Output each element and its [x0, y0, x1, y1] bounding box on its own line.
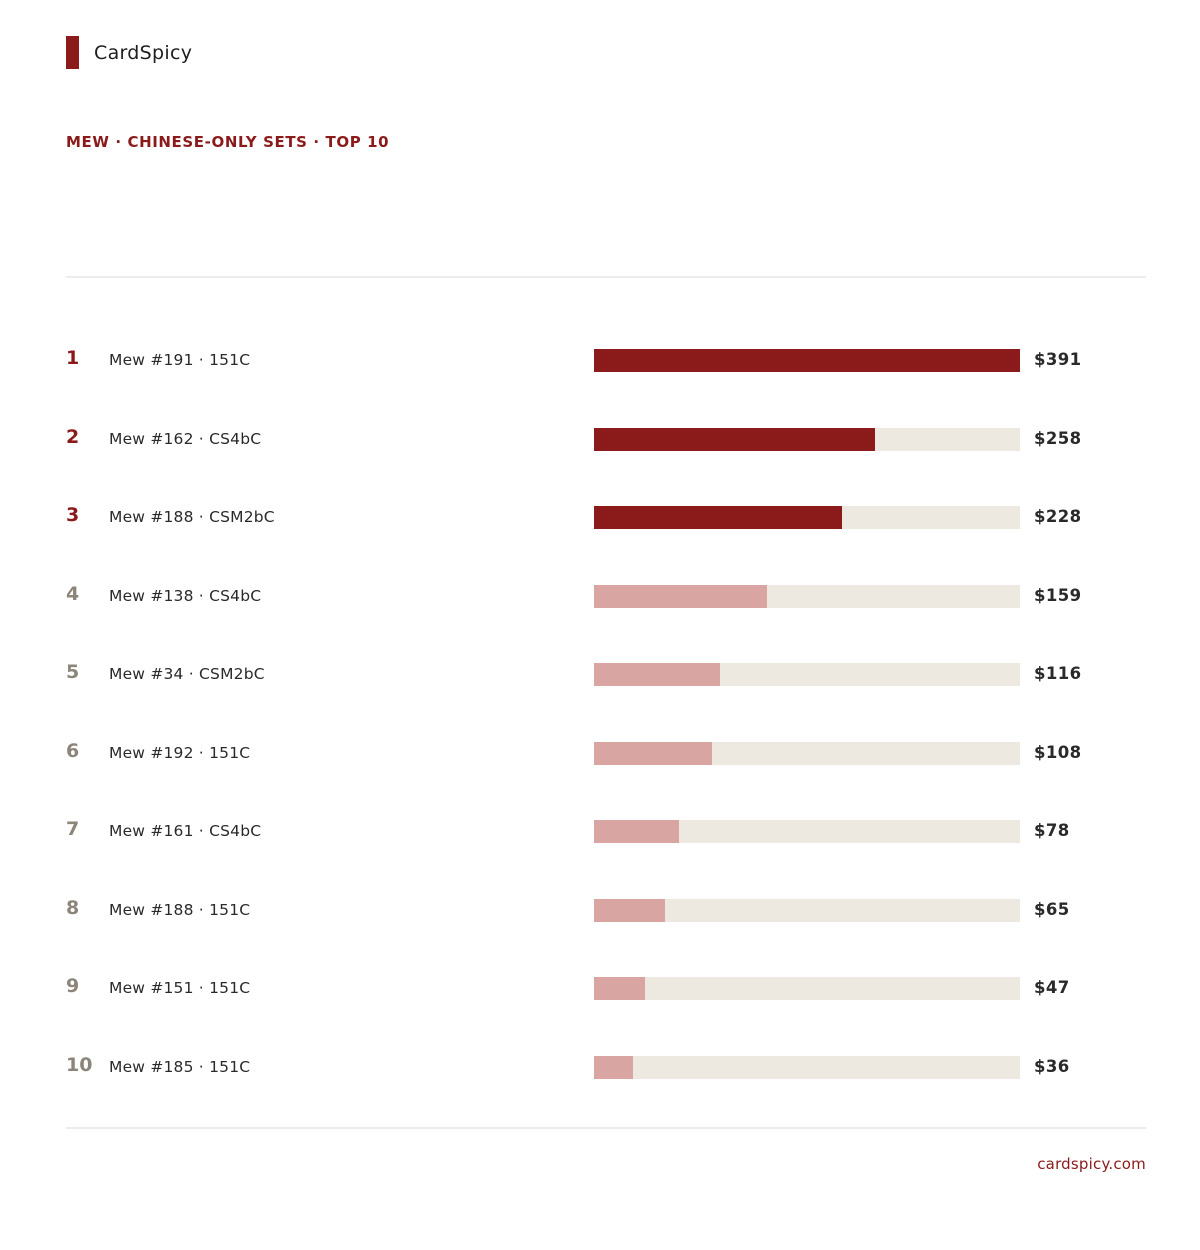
bar-track: [594, 1055, 1020, 1079]
bar-row: 3 Mew #188 · CSM2bC $228: [66, 478, 1146, 556]
category-label: Mew #151 · 151C: [109, 979, 251, 997]
value-label: $108: [1034, 742, 1082, 762]
bar: [594, 663, 720, 686]
bar-track: [594, 427, 1020, 451]
rank-label: 9: [66, 975, 80, 997]
brand-logo: CardSpicy: [66, 36, 192, 69]
bar-row: 1 Mew #191 · 151C $391: [66, 321, 1146, 399]
bar: [594, 349, 1020, 372]
bar-track: [594, 506, 1020, 529]
bar: [594, 741, 712, 765]
bar-track: [594, 898, 1020, 922]
value-label: $78: [1034, 821, 1070, 840]
category-label: Mew #191 · 151C: [109, 351, 251, 369]
bar-row: 2 Mew #162 · CS4bC $258: [66, 400, 1146, 478]
value-label: $228: [1034, 507, 1082, 526]
bar: [594, 820, 679, 843]
bar: [594, 427, 875, 451]
site-url: cardspicy.com: [1037, 1155, 1146, 1173]
bar: [594, 1055, 633, 1079]
bottom-divider: [66, 1127, 1146, 1129]
bar-row: 6 Mew #192 · 151C $108: [66, 714, 1146, 792]
value-label: $65: [1034, 899, 1070, 919]
value-label: $159: [1034, 585, 1082, 605]
bar-row: 4 Mew #138 · CS4bC $159: [66, 557, 1146, 635]
value-label: $391: [1034, 350, 1082, 369]
rank-label: 5: [66, 661, 80, 683]
rank-label: 4: [66, 582, 80, 605]
bar-track: [594, 584, 1020, 608]
bar-track: [594, 820, 1020, 843]
rank-label: 7: [66, 818, 80, 840]
category-label: Mew #192 · 151C: [109, 743, 251, 762]
rank-label: 10: [66, 1053, 93, 1076]
bar: [594, 506, 842, 529]
value-label: $116: [1034, 664, 1082, 683]
category-label: Mew #162 · CS4bC: [109, 429, 262, 448]
value-label: $258: [1034, 428, 1082, 448]
bar: [594, 977, 645, 1000]
bar-row: 8 Mew #188 · 151C $65: [66, 871, 1146, 949]
category-label: Mew #185 · 151C: [109, 1057, 251, 1076]
value-label: $36: [1034, 1056, 1070, 1076]
bar-row: 5 Mew #34 · CSM2bC $116: [66, 635, 1146, 713]
bar-track: [594, 663, 1020, 686]
category-label: Mew #188 · 151C: [109, 900, 251, 919]
brand-name: CardSpicy: [94, 41, 193, 64]
rank-label: 8: [66, 896, 80, 919]
rank-label: 2: [66, 425, 80, 448]
rank-label: 6: [66, 739, 80, 762]
bar-track: [594, 349, 1020, 372]
bar-row: 10 Mew #185 · 151C $36: [66, 1028, 1146, 1106]
bar-row: 7 Mew #161 · CS4bC $78: [66, 792, 1146, 870]
bar-track: [594, 977, 1020, 1000]
value-label: $47: [1034, 978, 1070, 997]
category-label: Mew #34 · CSM2bC: [109, 665, 265, 683]
chart-subtitle: MEW · CHINESE-ONLY SETS · TOP 10: [66, 133, 390, 151]
top-divider: [66, 276, 1146, 278]
logo-mark-icon: [66, 36, 79, 69]
bar-track: [594, 741, 1020, 765]
rank-label: 3: [66, 504, 80, 526]
bar-row: 9 Mew #151 · 151C $47: [66, 949, 1146, 1027]
category-label: Mew #161 · CS4bC: [109, 822, 262, 840]
category-label: Mew #138 · CS4bC: [109, 586, 262, 605]
rank-label: 1: [66, 347, 80, 369]
bar: [594, 584, 767, 608]
category-label: Mew #188 · CSM2bC: [109, 508, 275, 526]
bar: [594, 898, 665, 922]
